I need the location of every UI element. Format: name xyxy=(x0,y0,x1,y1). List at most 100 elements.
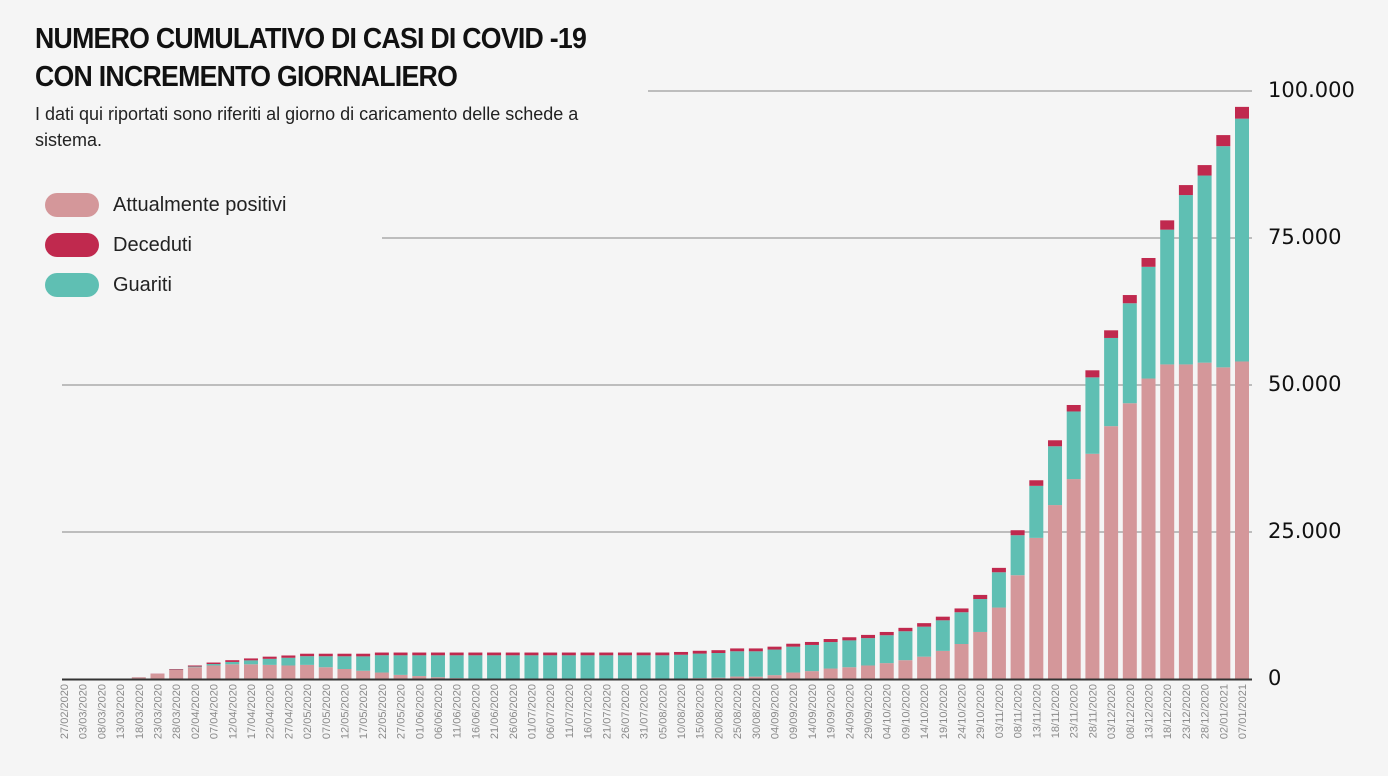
x-tick-label: 18/03/2020 xyxy=(134,684,146,739)
bar-guariti xyxy=(1141,266,1156,379)
bar-positivi xyxy=(169,669,184,679)
bar-guariti xyxy=(655,655,670,679)
x-tick-label: 08/11/2020 xyxy=(1013,684,1025,738)
bar-positivi xyxy=(262,664,277,679)
bar-deceduti xyxy=(954,608,969,613)
bar-guariti xyxy=(767,649,782,676)
x-tick-label: 23/12/2020 xyxy=(1181,684,1193,739)
bar-guariti xyxy=(580,655,595,679)
bar-deceduti xyxy=(935,616,950,621)
title-line-1: NUMERO CUMULATIVO DI CASI DI COVID -19 xyxy=(35,23,587,55)
bar-positivi xyxy=(1029,537,1044,679)
bar-deceduti xyxy=(599,652,614,656)
x-tick-label: 19/10/2020 xyxy=(938,684,950,739)
bar-positivi xyxy=(1085,453,1100,679)
bar-deceduti xyxy=(1235,106,1249,119)
x-tick-label: 24/09/2020 xyxy=(844,684,856,739)
bar-deceduti xyxy=(393,652,408,656)
bar-deceduti xyxy=(842,637,857,641)
bar-guariti xyxy=(842,640,857,668)
bar-guariti xyxy=(505,655,520,679)
bar-positivi xyxy=(430,677,445,679)
x-tick-label: 30/08/2020 xyxy=(751,684,763,739)
legend: Attualmente positivi Deceduti Guariti xyxy=(45,185,286,305)
x-tick-label: 15/08/2020 xyxy=(695,684,707,739)
bar-deceduti xyxy=(898,627,913,632)
bar-guariti xyxy=(1122,303,1137,404)
bar-deceduti xyxy=(711,650,726,654)
bar-guariti xyxy=(337,656,352,670)
bar-guariti xyxy=(356,656,371,671)
bar-deceduti xyxy=(1141,257,1156,267)
bar-guariti xyxy=(804,644,819,672)
bar-deceduti xyxy=(356,653,371,657)
x-tick-label: 27/02/2020 xyxy=(59,684,71,739)
bar-positivi xyxy=(935,650,950,679)
x-tick-label: 28/11/2020 xyxy=(1087,684,1099,738)
bar-positivi xyxy=(318,667,333,679)
bar-guariti xyxy=(1197,175,1212,363)
bar-guariti xyxy=(748,651,763,677)
x-tick-label: 25/08/2020 xyxy=(732,684,744,739)
bar-guariti xyxy=(617,655,632,679)
bar-guariti xyxy=(225,661,240,665)
bars xyxy=(131,106,1249,679)
bar-guariti xyxy=(300,656,315,665)
bar-positivi xyxy=(1178,364,1193,679)
bar-deceduti xyxy=(674,651,689,655)
bar-deceduti xyxy=(561,652,576,656)
bar-guariti xyxy=(786,646,801,673)
x-tick-label: 18/12/2020 xyxy=(1162,684,1174,739)
bar-positivi xyxy=(1104,426,1119,679)
x-tick-label: 28/03/2020 xyxy=(171,684,183,739)
bar-guariti xyxy=(973,599,988,632)
bar-guariti xyxy=(1216,146,1231,368)
bar-deceduti xyxy=(1122,295,1137,304)
bar-guariti xyxy=(187,666,202,668)
bar-guariti xyxy=(487,655,502,679)
legend-item-guariti: Guariti xyxy=(45,265,286,305)
bar-guariti xyxy=(917,626,932,657)
bar-positivi xyxy=(842,667,857,679)
bar-guariti xyxy=(1010,535,1025,576)
chart-subtitle: I dati qui riportati sono riferiti al gi… xyxy=(35,104,579,150)
bar-deceduti xyxy=(169,669,184,670)
x-tick-labels: 27/02/2020 03/03/2020 08/03/2020 13/03/2020… xyxy=(59,684,1249,739)
bar-positivi xyxy=(281,665,296,679)
bar-positivi xyxy=(991,607,1006,679)
bar-positivi xyxy=(1066,479,1081,679)
x-tick-label: 10/08/2020 xyxy=(676,684,688,739)
bar-positivi xyxy=(337,669,352,679)
bar-deceduti xyxy=(1197,165,1212,176)
bar-deceduti xyxy=(374,652,389,656)
x-tick-label: 29/09/2020 xyxy=(863,684,875,739)
legend-item-deceduti: Deceduti xyxy=(45,225,286,265)
bar-guariti xyxy=(1178,195,1193,365)
bar-positivi xyxy=(748,676,763,679)
bar-positivi xyxy=(1048,505,1063,679)
bar-positivi xyxy=(356,670,371,679)
bar-positivi xyxy=(898,660,913,679)
bar-deceduti xyxy=(1048,440,1063,447)
bar-guariti xyxy=(262,658,277,665)
x-tick-label: 17/04/2020 xyxy=(246,684,258,739)
bar-deceduti xyxy=(487,652,502,656)
bar-guariti xyxy=(561,655,576,679)
bar-positivi xyxy=(879,663,894,679)
bar-positivi xyxy=(730,676,745,679)
bar-guariti xyxy=(636,655,651,679)
bar-positivi xyxy=(206,665,221,679)
x-tick-label: 19/09/2020 xyxy=(826,684,838,739)
bar-positivi xyxy=(374,672,389,679)
pill-swatch-icon xyxy=(45,233,99,257)
bar-guariti xyxy=(318,656,333,668)
bar-guariti xyxy=(711,653,726,678)
bar-deceduti xyxy=(786,643,801,647)
x-tick-label: 21/06/2020 xyxy=(489,684,501,739)
bar-guariti xyxy=(1235,118,1249,362)
bar-deceduti xyxy=(412,652,427,656)
bar-positivi xyxy=(300,664,315,679)
legend-label: Deceduti xyxy=(113,233,192,256)
x-tick-label: 27/04/2020 xyxy=(283,684,295,739)
